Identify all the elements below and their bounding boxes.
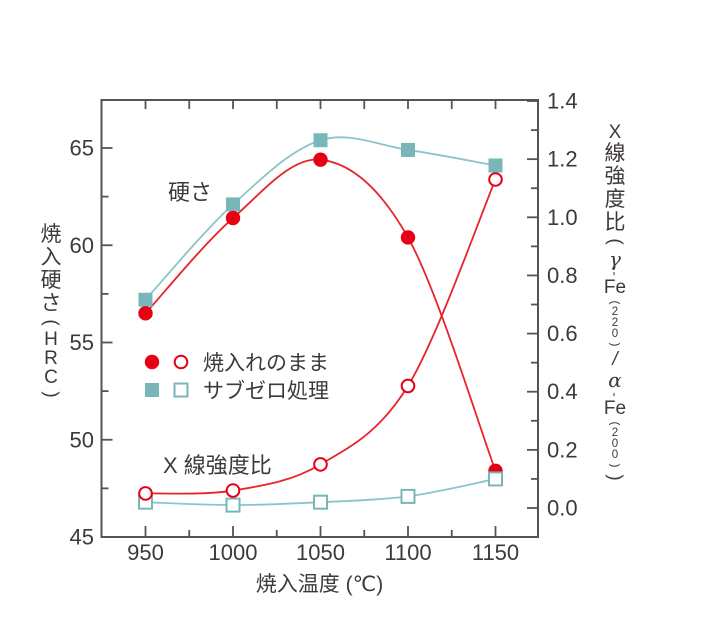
open-circle-marker xyxy=(488,172,503,187)
left-tick-label: 45 xyxy=(70,525,94,550)
series-markers-2 xyxy=(138,471,503,513)
x-tick-label: 1050 xyxy=(296,540,345,565)
axis-title-glyph: 0 xyxy=(611,328,619,340)
axis-title-glyph: 2 xyxy=(611,317,619,329)
axis-title-glyph: 入 xyxy=(40,246,62,269)
axis-title-glyph: さ xyxy=(40,292,62,315)
axis-title-glyph: 線 xyxy=(604,142,626,165)
axis-title-glyph: 2 xyxy=(611,427,619,439)
right-tick-label: 1.0 xyxy=(547,205,578,230)
filled-circle-marker xyxy=(138,306,153,321)
legend-row-0: 焼入れのまま xyxy=(144,352,329,375)
filled-square-marker xyxy=(138,292,153,307)
series-line-3 xyxy=(145,179,497,495)
x-axis-title: 焼入温度 (℃) xyxy=(255,573,384,596)
left-tick-label: 55 xyxy=(70,330,94,355)
axis-title-glyph: / xyxy=(612,349,618,370)
x-tick-label: 950 xyxy=(127,540,164,565)
x-tick-label: 1100 xyxy=(384,540,431,565)
series-markers-3 xyxy=(138,172,503,501)
open-circle-marker xyxy=(225,483,241,498)
axis-title-glyph: 0 xyxy=(611,449,619,461)
legend-open-square xyxy=(173,382,189,398)
filled-square-marker xyxy=(401,142,415,157)
filled-circle-marker xyxy=(400,230,416,245)
axis-title-glyph: X xyxy=(608,122,622,143)
open-square-marker xyxy=(225,497,241,513)
x-tick-label: 1150 xyxy=(472,540,519,565)
x-tick-label: 1000 xyxy=(209,540,258,565)
right-tick-label: 1.2 xyxy=(547,147,578,172)
right-tick-label: 0.4 xyxy=(547,379,578,404)
open-square-marker xyxy=(400,488,416,504)
open-circle-marker xyxy=(313,457,328,472)
axis-title-glyph: γ xyxy=(609,247,621,271)
filled-circle-marker xyxy=(313,152,328,167)
open-circle-marker xyxy=(138,486,153,501)
axis-title-glyph: Fe xyxy=(603,277,627,298)
series-markers-0 xyxy=(138,133,503,307)
axis-title-glyph: H xyxy=(44,329,58,350)
right-tick-label: 0.6 xyxy=(547,321,578,346)
axis-title-glyph: 比 xyxy=(604,211,626,234)
legend-open-circle xyxy=(173,354,189,370)
right-tick-label: 1.4 xyxy=(547,89,578,114)
axis-ticks xyxy=(101,100,538,538)
axis-title-glyph: α xyxy=(608,368,622,392)
left-axis-title: 焼入硬さ ( H R C) xyxy=(33,223,69,402)
axis-title-glyph: R xyxy=(44,348,58,369)
open-square-marker xyxy=(313,494,328,510)
right-tick-label: 0.8 xyxy=(547,263,578,288)
annotation-1: X 線強度比 xyxy=(163,453,272,478)
open-square-marker xyxy=(488,471,503,487)
axis-title-glyph: ( xyxy=(604,238,626,245)
axis-title-glyph: - xyxy=(607,392,623,397)
filled-circle-marker xyxy=(225,210,241,226)
axis-title-glyph: 2 xyxy=(611,306,619,318)
axis-title-glyph: ( xyxy=(608,300,623,305)
axis-title-glyph: ( xyxy=(40,319,62,326)
axis-title-glyph: Fe xyxy=(603,398,627,419)
legend-label: サブゼロ処理 xyxy=(203,380,329,403)
legend-label: 焼入れのまま xyxy=(203,352,329,375)
axis-title-glyph: ) xyxy=(40,391,62,398)
right-tick-label: 0.2 xyxy=(547,437,578,462)
left-tick-label: 60 xyxy=(70,233,94,258)
axis-title-glyph: ( xyxy=(608,421,623,426)
legend-filled-square xyxy=(145,383,159,397)
axis-title-glyph: ) xyxy=(604,474,626,481)
right-tick-label: 0.0 xyxy=(547,496,578,521)
axis-title-glyph: 度 xyxy=(604,188,626,211)
series-line-1 xyxy=(144,158,497,472)
filled-square-marker xyxy=(226,197,240,212)
axis-title-glyph: C xyxy=(44,367,58,388)
legend-filled-circle xyxy=(144,354,160,370)
right-axis-title: X 線強度比(γ - Fe(2 2 0) / α - Fe(2 0 0)) xyxy=(597,123,633,485)
tick-labels: 950 1000 1050 1100 1150 45 50 55 60 65 0.0 0.2 0.4 0.… xyxy=(70,89,578,565)
filled-square-marker xyxy=(488,158,503,173)
open-circle-marker xyxy=(400,378,416,394)
axis-title-glyph: 0 xyxy=(611,438,619,450)
left-tick-label: 50 xyxy=(70,427,94,452)
axis-title-glyph: ) xyxy=(608,463,623,468)
filled-square-marker xyxy=(313,133,328,148)
axis-title-glyph: 強 xyxy=(604,165,626,188)
annotation-0: 硬さ xyxy=(168,180,212,205)
axis-title-glyph: ) xyxy=(608,342,623,347)
axis-title-glyph: - xyxy=(607,271,623,276)
axis-title-glyph: 硬 xyxy=(40,269,62,292)
left-tick-label: 65 xyxy=(70,136,94,161)
series-markers-1 xyxy=(138,152,503,479)
legend-row-1: サブゼロ処理 xyxy=(145,380,329,403)
axis-title-glyph: 焼 xyxy=(40,223,62,246)
